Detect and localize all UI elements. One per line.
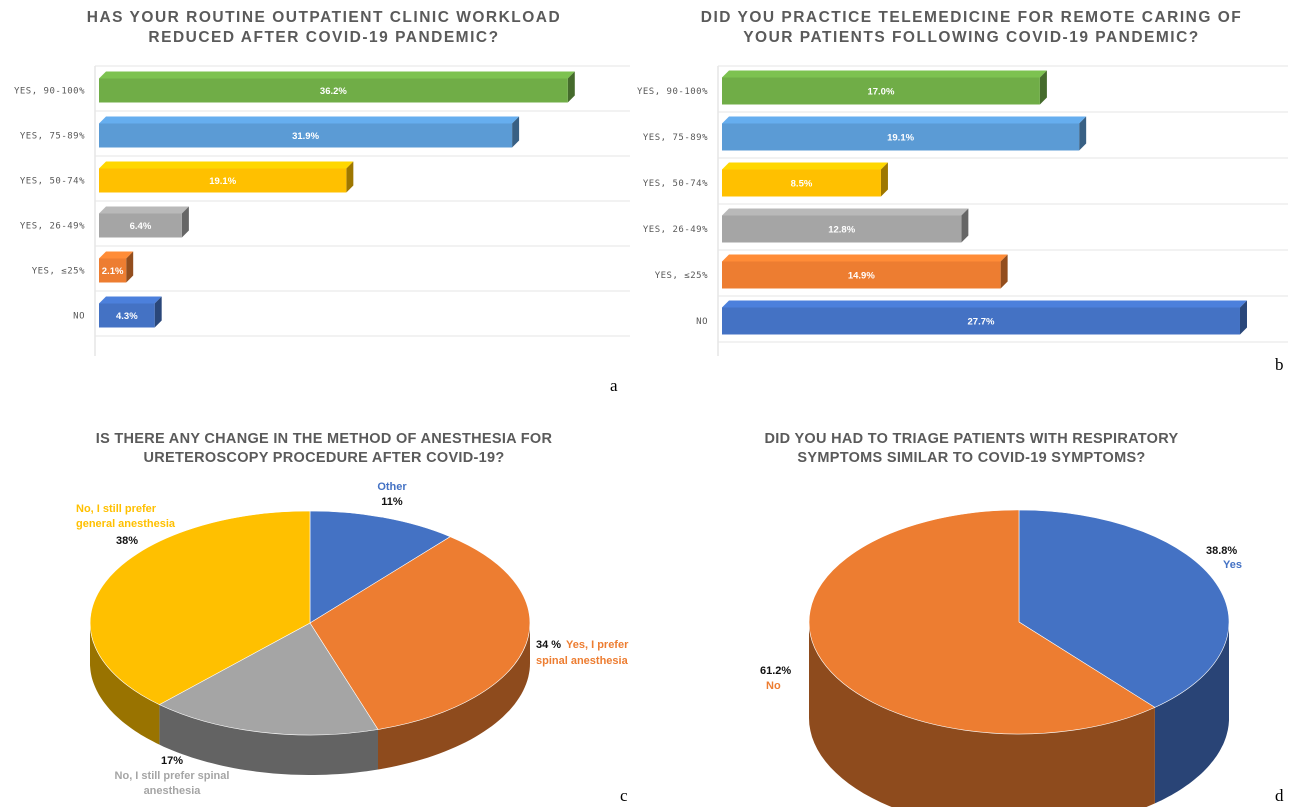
chart-b-value-label: 27.7%	[968, 317, 995, 328]
chart-a-plot: 36.2% YES, 90-100% 31.9% YES, 75-89% 19.1% YE…	[14, 65, 630, 356]
chart-d-plot: 38.8% Yes 61.2% No	[760, 509, 1242, 807]
chart-c-slice-name: anesthesia	[144, 785, 202, 797]
chart-b-category-label: YES, 90-100%	[637, 87, 708, 97]
chart-b-value-label: 8.5%	[791, 179, 813, 190]
chart-a-bar	[99, 296, 162, 328]
chart-c-value-label: 34 %	[536, 639, 561, 651]
panel-b-label: b	[1275, 355, 1284, 374]
chart-a-bar	[99, 251, 134, 283]
chart-a-bar	[99, 116, 520, 148]
chart-b-category-label: YES, 75-89%	[643, 133, 708, 143]
chart-c-slice-name: Other	[377, 481, 407, 493]
chart-a-category-label: YES, ≤25%	[32, 267, 85, 277]
chart-a-bar	[99, 206, 189, 238]
chart-c-slice-name: spinal anesthesia	[536, 655, 629, 667]
chart-b-title: DID YOU PRACTICE TELEMEDICINE FOR REMOTE…	[648, 8, 1295, 48]
chart-c-plot: Other 11% 34 % Yes, I prefer spinal anesthes…	[76, 481, 629, 797]
panel-c-label: c	[620, 786, 628, 805]
chart-b-value-label: 17.0%	[867, 87, 894, 98]
chart-d-title-line-1: DID YOU HAD TO TRIAGE PATIENTS WITH RESP…	[764, 431, 1179, 447]
chart-c-slice	[309, 536, 531, 730]
chart-c-title: IS THERE ANY CHANGE IN THE METHOD OF ANE…	[0, 430, 648, 468]
chart-b-bar	[722, 254, 1008, 289]
chart-b-bar	[722, 116, 1087, 151]
chart-b-category-label: YES, ≤25%	[655, 271, 708, 281]
chart-a-value-label: 36.2%	[320, 86, 347, 97]
chart-d-title: DID YOU HAD TO TRIAGE PATIENTS WITH RESP…	[648, 430, 1295, 468]
chart-a-value-label: 2.1%	[102, 266, 124, 277]
chart-d-title-line-2: SYMPTOMS SIMILAR TO COVID-19 SYMPTOMS?	[797, 449, 1146, 466]
chart-a-category-label: NO	[73, 312, 85, 322]
chart-b-bar	[722, 162, 888, 197]
chart-d-slice-name: Yes	[1223, 559, 1242, 571]
chart-a-category-label: YES, 75-89%	[20, 132, 85, 142]
chart-a-category-label: YES, 50-74%	[20, 177, 85, 187]
chart-b-bar	[722, 70, 1047, 105]
chart-a-value-label: 19.1%	[209, 176, 236, 187]
chart-c-title-line-2: URETEROSCOPY PROCEDURE AFTER COVID-19?	[143, 449, 505, 466]
chart-d-slice-side	[809, 622, 1155, 807]
chart-a-title-line-2: REDUCED AFTER COVID-19 PANDEMIC?	[148, 29, 500, 47]
chart-d-slice	[1018, 509, 1230, 708]
chart-b: DID YOU PRACTICE TELEMEDICINE FOR REMOTE…	[637, 0, 1295, 404]
chart-d-slice-name: No	[766, 680, 781, 692]
chart-a-bar	[99, 71, 575, 103]
chart-d-slice	[808, 509, 1156, 735]
chart-a-category-label: YES, 90-100%	[14, 87, 85, 97]
chart-c-slice-name: No, I still prefer spinal	[115, 770, 230, 782]
chart-a-category-label: YES, 26-49%	[20, 222, 85, 232]
chart-b-value-label: 12.8%	[828, 225, 855, 236]
chart-c-value-label: 11%	[381, 496, 403, 508]
chart-a-value-label: 4.3%	[116, 311, 138, 322]
chart-c-slice-name: No, I still prefer	[76, 503, 157, 515]
chart-d-slice-side	[1154, 622, 1229, 804]
chart-b-bar	[722, 300, 1247, 335]
chart-b-category-label: NO	[696, 317, 708, 327]
chart-d: DID YOU HAD TO TRIAGE PATIENTS WITH RESP…	[648, 404, 1295, 807]
chart-c: IS THERE ANY CHANGE IN THE METHOD OF ANE…	[0, 404, 648, 807]
chart-a-bar	[99, 161, 354, 193]
chart-c-slice-name: Yes, I prefer	[566, 639, 629, 651]
chart-c-slice-side	[378, 623, 530, 770]
chart-b-value-label: 14.9%	[848, 271, 875, 282]
chart-b-plot: 17.0% YES, 90-100% 19.1% YES, 75-89% 8.5% YES…	[637, 65, 1288, 356]
chart-a-value-label: 6.4%	[130, 221, 152, 232]
chart-b-category-label: YES, 50-74%	[643, 179, 708, 189]
chart-b-title-line-1: DID YOU PRACTICE TELEMEDICINE FOR REMOTE…	[700, 9, 1243, 26]
chart-c-slice-name: general anesthesia	[76, 518, 176, 530]
chart-b-value-label: 19.1%	[887, 133, 914, 144]
chart-c-slice-side	[159, 704, 378, 775]
chart-a: HAS YOUR ROUTINE OUTPATIENT CLINIC WORKL…	[0, 0, 648, 404]
chart-c-value-label: 38%	[116, 535, 138, 547]
chart-a-value-label: 31.9%	[292, 131, 319, 142]
chart-d-value-label: 38.8%	[1206, 545, 1237, 557]
chart-c-value-label: 17%	[161, 755, 183, 767]
chart-b-title-line-2: YOUR PATIENTS FOLLOWING COVID-19 PANDEMI…	[743, 29, 1200, 47]
chart-b-bar	[722, 208, 969, 243]
chart-c-slice	[89, 510, 311, 705]
chart-b-category-label: YES, 26-49%	[643, 225, 708, 235]
chart-c-title-line-1: IS THERE ANY CHANGE IN THE METHOD OF ANE…	[95, 431, 553, 447]
chart-c-slice	[309, 510, 451, 624]
chart-d-value-label: 61.2%	[760, 665, 791, 677]
chart-a-title-line-1: HAS YOUR ROUTINE OUTPATIENT CLINIC WORKL…	[86, 9, 562, 26]
chart-c-slice	[158, 622, 379, 736]
chart-a-title: HAS YOUR ROUTINE OUTPATIENT CLINIC WORKL…	[0, 8, 648, 48]
panel-a-label: a	[610, 376, 618, 395]
panel-d-label: d	[1275, 786, 1284, 805]
